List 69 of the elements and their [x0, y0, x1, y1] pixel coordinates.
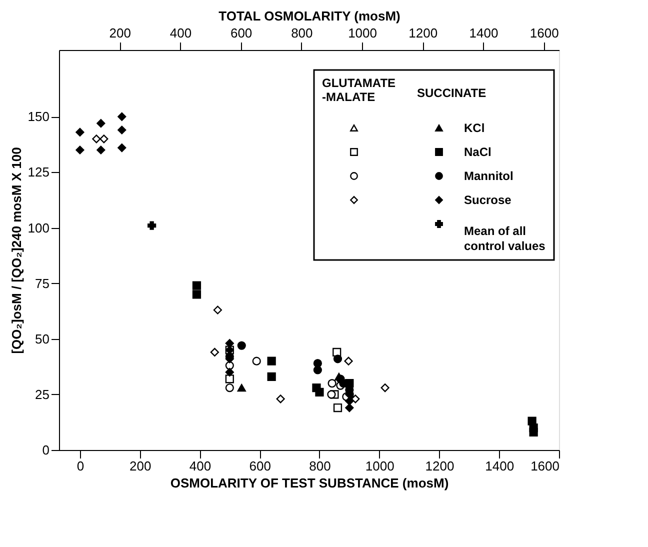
- point: [96, 119, 106, 128]
- y-tick-label: 25: [35, 386, 50, 402]
- legend-label: Sucrose: [464, 193, 512, 207]
- x2-tick-label: 1400: [469, 26, 498, 40]
- point: [333, 354, 342, 364]
- point: [96, 146, 106, 154]
- y-axis-title: [QO₂]osM / [QO₂]240 mosM X 100: [8, 147, 24, 354]
- point: [225, 339, 234, 348]
- point: [118, 143, 126, 152]
- annotation: SUCCINATE: [417, 86, 486, 100]
- point: [225, 374, 234, 384]
- point: [327, 390, 336, 399]
- point: [213, 306, 222, 314]
- x2-tick-label: 1200: [408, 26, 438, 40]
- x2-tick-label: 400: [170, 26, 192, 40]
- legend-label: NaCl: [464, 145, 492, 159]
- x-tick-label: 0: [76, 458, 84, 474]
- y-tick-label: 150: [28, 109, 50, 124]
- x2-tick-label: 1000: [348, 26, 377, 40]
- point: [237, 384, 246, 392]
- point: [267, 372, 276, 381]
- point: [380, 383, 390, 392]
- point: [148, 221, 156, 230]
- point: [225, 368, 234, 377]
- x-tick-label: 200: [129, 458, 152, 474]
- x-tick-label: 800: [309, 458, 331, 474]
- point: [276, 394, 285, 404]
- point: [76, 128, 84, 137]
- point: [529, 428, 538, 437]
- x2-tick-label: 600: [230, 26, 252, 40]
- point: [252, 356, 261, 366]
- point: [76, 146, 84, 154]
- point: [237, 341, 246, 350]
- legend-label: Mean of all control values: [464, 224, 546, 253]
- x-tick-label: 1600: [530, 458, 560, 474]
- point: [92, 134, 101, 144]
- x-tick-label: 600: [249, 458, 271, 474]
- x-tick-label: 1000: [365, 458, 394, 474]
- point: [118, 126, 126, 134]
- x2-tick-label: 1600: [530, 26, 559, 40]
- point: [100, 134, 108, 144]
- point: [333, 403, 342, 412]
- y-tick-label: 75: [35, 276, 50, 291]
- point: [192, 290, 202, 299]
- point: [210, 348, 219, 357]
- point: [192, 281, 202, 290]
- point: [118, 112, 126, 121]
- x2-axis-title: TOTAL OSMOLARITY (mosM): [218, 8, 400, 24]
- y-tick-label: 125: [28, 164, 50, 180]
- x-tick-label: 400: [189, 458, 212, 474]
- y-tick-label: 100: [28, 220, 50, 236]
- x2-tick-label: 800: [291, 26, 313, 40]
- x2-tick-label: 200: [109, 26, 131, 40]
- point: [345, 403, 354, 412]
- y-tick-label: 0: [42, 442, 50, 458]
- point: [345, 396, 354, 406]
- x-axis-title: OSMOLARITY OF TEST SUBSTANCE (mosM): [170, 476, 449, 490]
- annotation: GLUTAMATE -MALATE: [322, 76, 396, 104]
- point: [344, 356, 353, 366]
- point: [313, 366, 322, 374]
- x-tick-label: 1400: [485, 458, 514, 474]
- legend-label: Mannitol: [464, 169, 514, 183]
- point: [225, 383, 234, 392]
- x-tick-label: 1200: [425, 458, 454, 474]
- y-tick-label: 50: [35, 331, 50, 346]
- point: [315, 388, 324, 397]
- legend-label: KCl: [464, 121, 485, 135]
- point: [328, 379, 336, 388]
- point: [267, 356, 276, 366]
